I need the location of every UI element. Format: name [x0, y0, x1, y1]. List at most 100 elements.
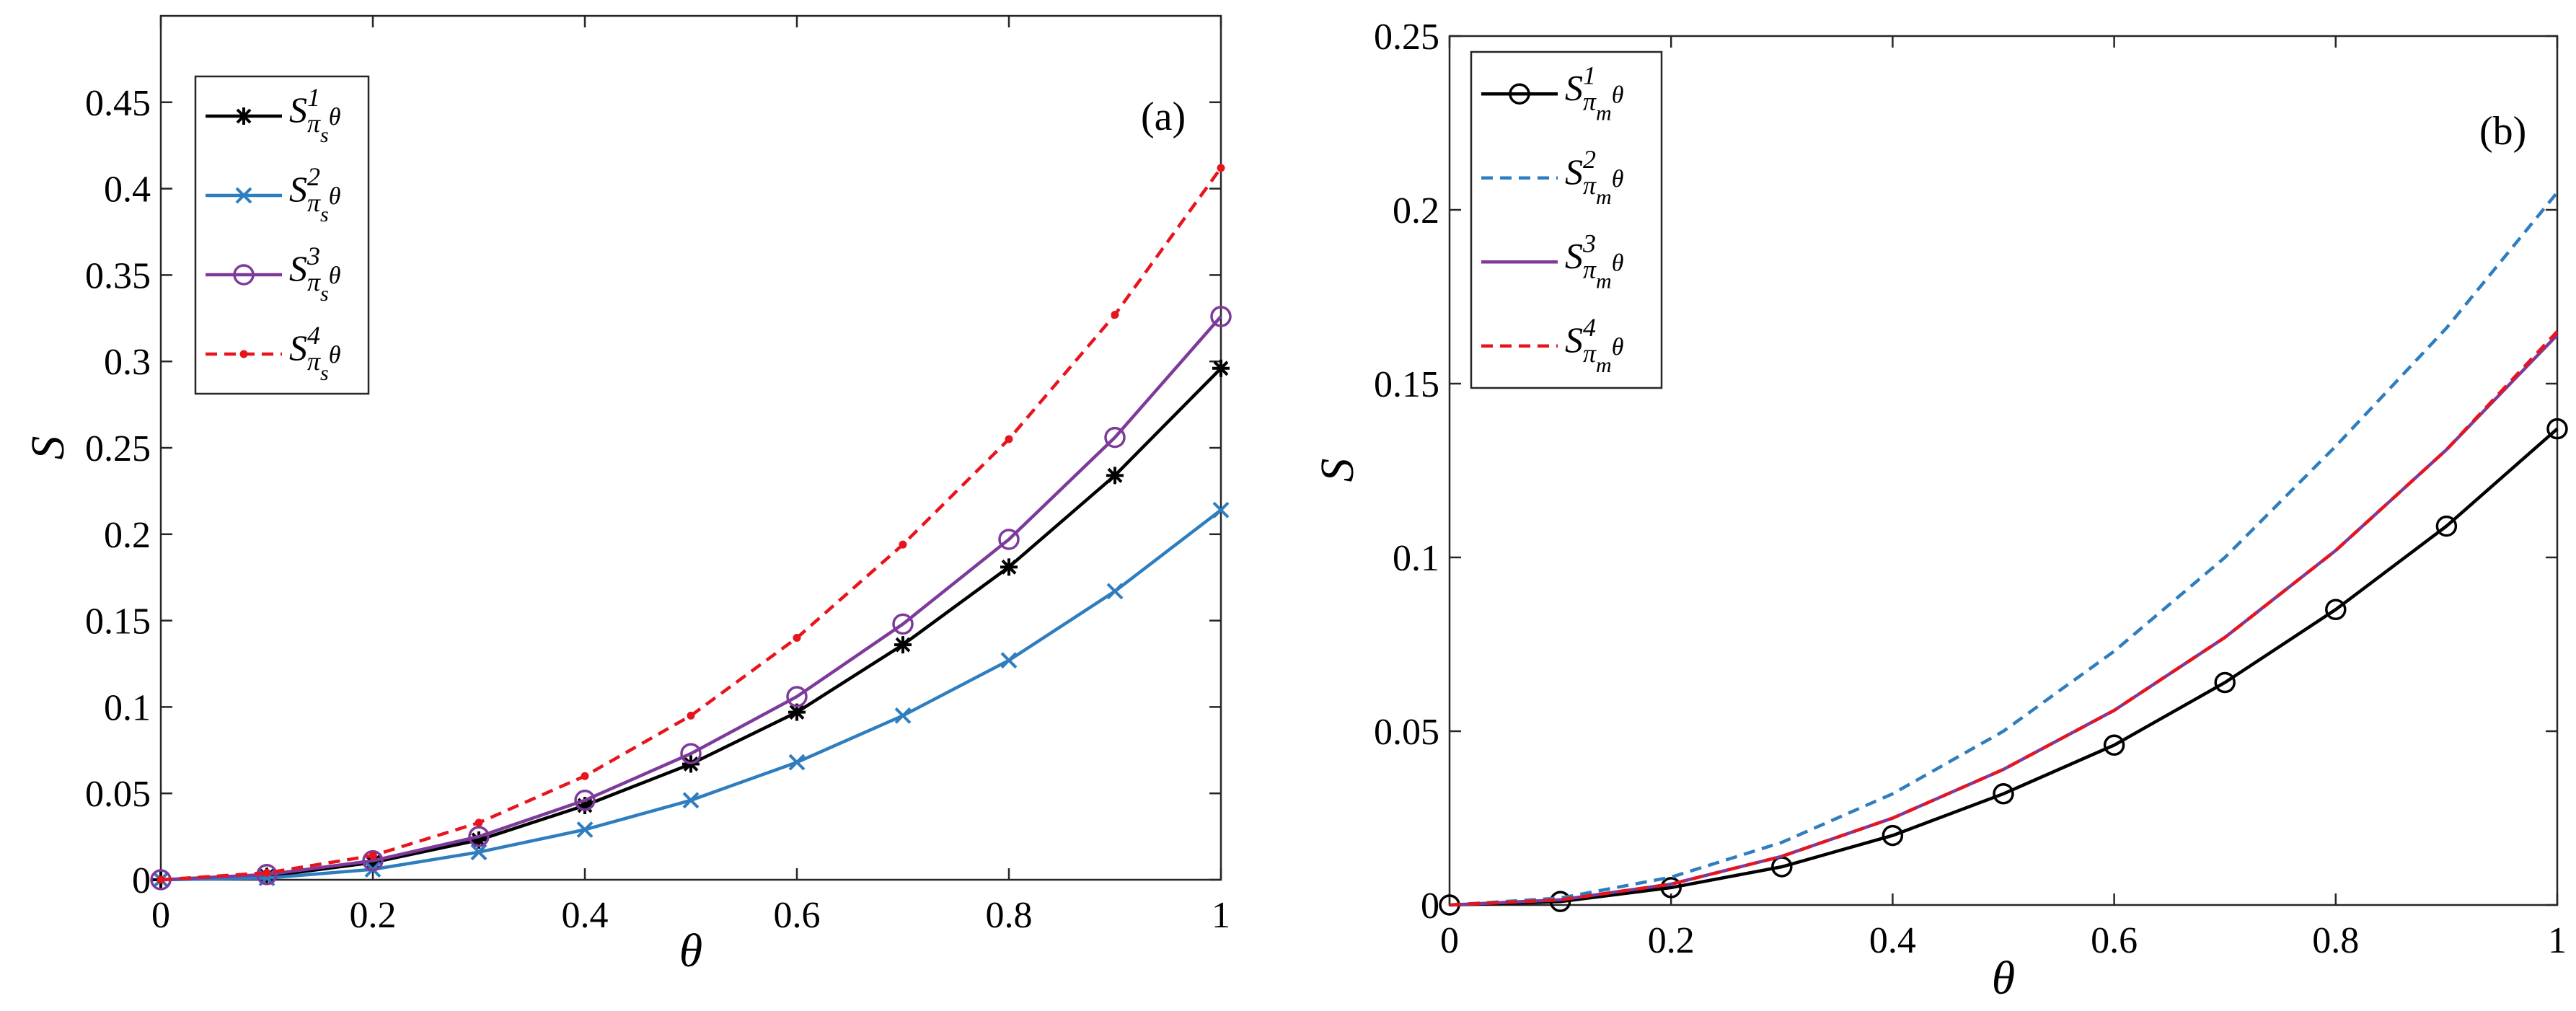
data-point	[362, 849, 384, 872]
data-point	[788, 703, 806, 721]
series-line	[1449, 428, 2559, 907]
data-point	[1106, 467, 1124, 485]
x-tick-label: 0.4	[1869, 920, 1916, 961]
data-point	[475, 818, 483, 827]
data-point	[576, 821, 594, 838]
legend-marker	[235, 107, 252, 125]
data-point	[680, 743, 702, 764]
data-point	[156, 875, 165, 884]
data-point	[1000, 652, 1018, 669]
panel-label: (b)	[2479, 109, 2526, 154]
panel-label: (a)	[1141, 94, 1186, 139]
y-tick-label: 0.15	[85, 601, 151, 643]
data-point	[682, 792, 700, 809]
x-tick-label: 0.8	[986, 895, 1033, 936]
y-tick-label: 0.35	[85, 255, 151, 296]
x-tick-label: 1	[1212, 895, 1230, 936]
y-tick-label: 0.45	[85, 83, 151, 124]
legend-marker	[239, 350, 248, 358]
data-point	[788, 754, 806, 771]
data-point	[687, 711, 695, 720]
data-point	[576, 796, 594, 814]
chart-panel-b: 0 0.2 0.4 0.6 0.8 1 0 0.05 0.1 0.15 0.2 0.25 θ S (b) S1…	[1311, 17, 2568, 1005]
x-tick-label: 0.2	[350, 895, 397, 936]
legend-box	[194, 75, 370, 395]
data-point	[1882, 824, 1904, 847]
x-tick-label: 0.6	[774, 895, 821, 936]
data-point	[574, 790, 596, 811]
y-tick-label: 0.2	[104, 515, 151, 556]
data-point	[2546, 418, 2568, 440]
data-point	[998, 529, 1020, 550]
series-line	[160, 315, 1222, 882]
x-tick-label: 0.6	[2091, 920, 2138, 961]
data-point	[470, 831, 488, 849]
y-tick-label: 0.4	[104, 169, 151, 211]
series-3	[1449, 333, 2559, 907]
data-point	[1217, 164, 1225, 172]
data-point	[892, 613, 914, 635]
legend-entry: S2 πmθ	[1565, 145, 1623, 209]
x-tick-label: 0.2	[1648, 920, 1695, 961]
y-tick-label: 0.25	[85, 428, 151, 469]
series-2	[1449, 191, 2559, 907]
series-1	[1439, 418, 2568, 916]
y-axis-label: S	[22, 436, 74, 460]
data-point	[2325, 599, 2347, 621]
series-line	[1449, 330, 2559, 907]
data-point	[1212, 501, 1230, 518]
legend-marker	[235, 187, 252, 204]
y-axis-label: S	[1311, 459, 1364, 482]
data-point	[1993, 783, 2014, 805]
data-point	[1212, 359, 1230, 377]
data-point	[364, 854, 381, 872]
series-line	[1449, 333, 2559, 907]
data-point	[581, 772, 589, 780]
data-point	[1210, 306, 1232, 327]
data-point	[2435, 515, 2458, 537]
series-2	[152, 501, 1230, 888]
x-axis-label: θ	[1992, 952, 2015, 1005]
data-point	[894, 636, 912, 654]
series-line	[160, 167, 1222, 882]
y-tick-label: 0.25	[1374, 17, 1439, 58]
legend-box	[1470, 50, 1663, 389]
x-axis-label: θ	[679, 924, 702, 977]
data-point	[1000, 558, 1018, 576]
data-point	[1005, 435, 1013, 443]
y-tick-label: 0.1	[1393, 538, 1439, 579]
series-line	[1449, 191, 2559, 907]
data-point	[468, 826, 490, 847]
x-tick-label: 0	[1440, 920, 1459, 961]
series-4	[156, 164, 1225, 884]
data-point	[470, 844, 488, 861]
legend-marker	[233, 264, 255, 286]
data-point	[369, 851, 377, 860]
data-point	[1111, 311, 1119, 319]
data-point	[1106, 583, 1124, 600]
y-tick-label: 0.05	[85, 774, 151, 815]
x-tick-label: 0	[151, 895, 170, 936]
legend-marker	[1509, 83, 1530, 105]
y-tick-label: 0.1	[104, 687, 151, 728]
data-point	[899, 540, 907, 549]
series-line	[160, 508, 1222, 882]
x-tick-label: 0.8	[2312, 920, 2359, 961]
data-point	[1660, 877, 1682, 899]
x-tick-label: 0.4	[562, 895, 609, 936]
axes-box	[1448, 35, 2559, 906]
y-tick-label: 0.2	[1393, 190, 1439, 231]
series-4	[1449, 330, 2559, 907]
data-point	[263, 868, 271, 877]
x-tick-label: 1	[2548, 920, 2567, 961]
data-point	[894, 707, 912, 724]
y-tick-label: 0	[1421, 886, 1439, 927]
data-point	[2214, 671, 2236, 694]
y-tick-label: 0.3	[104, 342, 151, 383]
y-tick-label: 0.05	[1374, 712, 1439, 753]
series-1	[152, 359, 1230, 888]
data-point	[786, 686, 808, 707]
